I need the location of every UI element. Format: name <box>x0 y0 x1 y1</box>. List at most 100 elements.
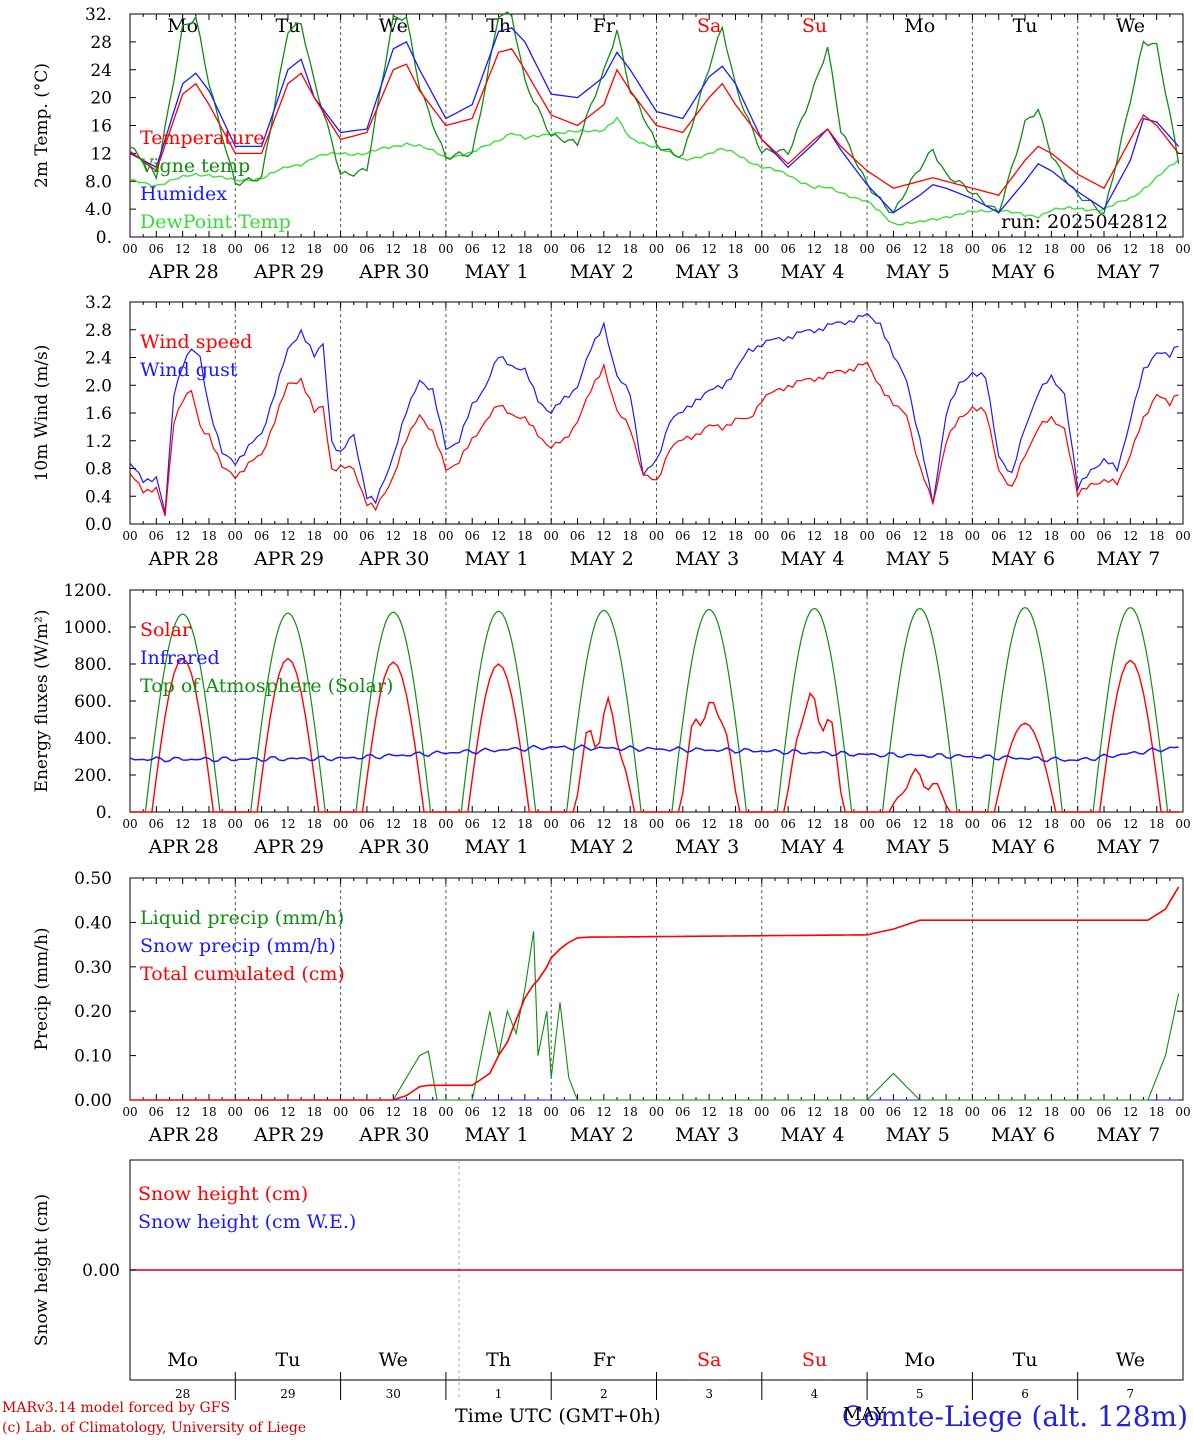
hour-tick-label: 06 <box>465 242 480 256</box>
y-tick-label: 800. <box>74 655 112 675</box>
y-tick-label: 3.2 <box>85 293 112 313</box>
date-day-label: 1 <box>517 261 529 283</box>
date-month-label: MAY <box>570 836 615 858</box>
date-month-label: APR <box>148 1124 191 1146</box>
y-tick-label: 8.0 <box>85 172 112 192</box>
hour-tick-label: 18 <box>201 242 216 256</box>
date-day-label: 5 <box>938 548 950 570</box>
hour-tick-label: 18 <box>728 529 743 543</box>
hour-tick-label: 18 <box>623 529 638 543</box>
date-month-label: MAY <box>886 836 931 858</box>
hour-tick-label: 12 <box>702 529 717 543</box>
date-month-label: APR <box>253 836 296 858</box>
y-axis-label: Snow height (cm) <box>32 1194 52 1346</box>
hour-tick-label: 12 <box>596 1105 611 1119</box>
hour-tick-label: 00 <box>859 1105 874 1119</box>
date-month-label: MAY <box>1096 261 1141 283</box>
weekday-label: We <box>1116 15 1145 37</box>
hour-tick-label: 12 <box>175 1105 190 1119</box>
hour-tick-label: 06 <box>991 817 1006 831</box>
hour-tick-label: 00 <box>333 242 348 256</box>
date-month-label: MAY <box>991 836 1036 858</box>
date-month-label: APR <box>358 1124 401 1146</box>
hour-tick-label: 06 <box>359 242 374 256</box>
legend-total-cumulated-cm-: Total cumulated (cm) <box>140 963 345 985</box>
meteogram-svg: 00 06 12 18 00 06 12 18 00 06 12 18 00 06 12 18 00 06 12 18… <box>32 5 1191 1401</box>
hour-tick-label: 18 <box>833 529 848 543</box>
hour-tick-label: 12 <box>175 529 190 543</box>
hour-tick-label: 06 <box>780 1105 795 1119</box>
weekday-label: Fr <box>593 15 616 37</box>
hour-tick-label: 18 <box>307 529 322 543</box>
date-day-label: 1 <box>517 836 529 858</box>
hour-tick-label: 00 <box>333 529 348 543</box>
hour-tick-label: 18 <box>201 817 216 831</box>
y-axis-label: Energy fluxes (W/m²) <box>32 610 52 793</box>
date-month-label: MAY <box>991 261 1036 283</box>
weekday-label: Th <box>486 15 511 37</box>
y-tick-label: 2.0 <box>85 376 112 396</box>
hour-tick-label: 00 <box>228 817 243 831</box>
hour-tick-label: 12 <box>1123 529 1138 543</box>
hour-tick-label: 12 <box>280 529 295 543</box>
date-day-label: 6 <box>1043 548 1055 570</box>
hour-tick-label: 00 <box>754 1105 769 1119</box>
date-month-label: APR <box>148 261 191 283</box>
bottom-day-number: 7 <box>1127 1387 1135 1400</box>
hour-tick-label: 00 <box>1175 529 1190 543</box>
y-tick-label: 32. <box>85 5 112 25</box>
hour-tick-label: 00 <box>649 817 664 831</box>
hour-tick-label: 18 <box>938 242 953 256</box>
legend-wind-speed: Wind speed <box>140 331 252 353</box>
y-tick-label: 0.10 <box>74 1047 112 1067</box>
hour-tick-label: 00 <box>544 817 559 831</box>
hour-tick-label: 06 <box>254 1105 269 1119</box>
hour-tick-label: 00 <box>228 242 243 256</box>
hour-tick-label: 00 <box>544 529 559 543</box>
date-month-label: MAY <box>570 261 615 283</box>
hour-tick-label: 06 <box>149 1105 164 1119</box>
y-tick-label: 0.0 <box>85 515 112 535</box>
hour-tick-label: 12 <box>702 1105 717 1119</box>
legend-humidex: Humidex <box>140 183 227 205</box>
date-day-label: 2 <box>622 1124 634 1146</box>
series-solar <box>130 657 1179 813</box>
date-month-label: APR <box>148 836 191 858</box>
hour-tick-label: 06 <box>254 242 269 256</box>
hour-tick-label: 06 <box>359 1105 374 1119</box>
hour-tick-label: 00 <box>438 1105 453 1119</box>
hour-tick-label: 12 <box>491 817 506 831</box>
hour-tick-label: 18 <box>938 817 953 831</box>
date-day-label: 3 <box>727 1124 739 1146</box>
hour-tick-label: 06 <box>886 242 901 256</box>
hour-tick-label: 12 <box>1123 817 1138 831</box>
weekday-label: Tu <box>1013 15 1038 37</box>
date-month-label: APR <box>253 1124 296 1146</box>
date-day-label: 3 <box>727 261 739 283</box>
weekday-label: Th <box>486 1349 511 1371</box>
y-tick-label: 4.0 <box>85 200 112 220</box>
legend-wind-gust: Wind gust <box>140 359 238 381</box>
hour-tick-label: 06 <box>991 1105 1006 1119</box>
date-month-label: APR <box>253 261 296 283</box>
series-vigne-temp <box>129 11 1180 215</box>
hour-tick-label: 00 <box>438 529 453 543</box>
legend-snow-height-cm-: Snow height (cm) <box>138 1183 308 1205</box>
bottom-day-number: 6 <box>1021 1387 1029 1400</box>
y-tick-label: 0.20 <box>74 1002 112 1022</box>
date-month-label: MAY <box>465 1124 510 1146</box>
legend-dewpoint-temp: DewPoint Temp <box>140 211 291 233</box>
weekday-label: Su <box>802 15 827 37</box>
date-day-label: 29 <box>300 548 324 570</box>
hour-tick-label: 12 <box>1017 242 1032 256</box>
hour-tick-label: 06 <box>359 817 374 831</box>
bottom-day-number: 2 <box>600 1387 608 1400</box>
x-axis-label: Time UTC (GMT+0h) <box>455 1405 661 1427</box>
weekday-label: Tu <box>275 1349 300 1371</box>
date-month-label: MAY <box>465 548 510 570</box>
credit-line-1: MARv3.14 model forced by GFS <box>2 1400 231 1416</box>
hour-tick-label: 18 <box>1149 529 1164 543</box>
date-month-label: MAY <box>675 836 720 858</box>
date-month-label: MAY <box>570 548 615 570</box>
hour-tick-label: 00 <box>1070 529 1085 543</box>
